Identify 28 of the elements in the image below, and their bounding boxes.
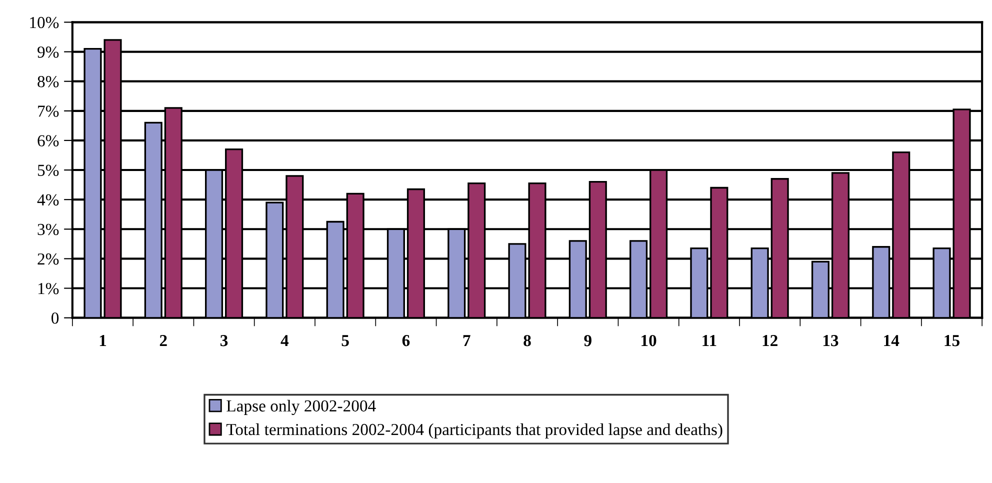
y-tick-label: 2% (38, 253, 59, 265)
x-tick-label: 14 (884, 335, 900, 346)
x-tick-label: 11 (702, 335, 716, 346)
legend-label: Lapse only 2002-2004 (226, 400, 376, 415)
x-tick-label: 4 (280, 335, 289, 346)
y-tick-label: 7% (38, 106, 59, 117)
y-tick-label: 0 (52, 312, 59, 324)
y-tick-label: 6% (38, 135, 59, 146)
y-tick-label: 8% (38, 76, 59, 88)
legend-label: Total terminations 2002-2004 (participants that provided lapse and deaths) (226, 423, 722, 439)
x-tick-label: 13 (823, 335, 838, 346)
y-tick-label: 5% (38, 164, 59, 176)
y-tick-label: 3% (38, 224, 59, 236)
y-tick-label: 10% (30, 16, 59, 28)
x-tick-label: 2 (160, 335, 167, 346)
x-tick-label: 1 (100, 335, 106, 346)
x-tick-label: 10 (642, 334, 656, 346)
x-tick-label: 5 (342, 335, 349, 346)
x-tick-label: 8 (524, 334, 531, 346)
x-tick-label: 15 (944, 335, 960, 346)
x-tick-label: 9 (584, 335, 592, 346)
y-tick-label: 1% (38, 282, 59, 294)
x-tick-label: 3 (220, 335, 228, 346)
x-tick-label: 7 (463, 335, 470, 346)
y-tick-label: 9% (38, 46, 59, 58)
y-tick-label: 4% (37, 194, 59, 206)
x-tick-label: 12 (762, 335, 778, 346)
x-tick-label: 6 (402, 335, 410, 346)
